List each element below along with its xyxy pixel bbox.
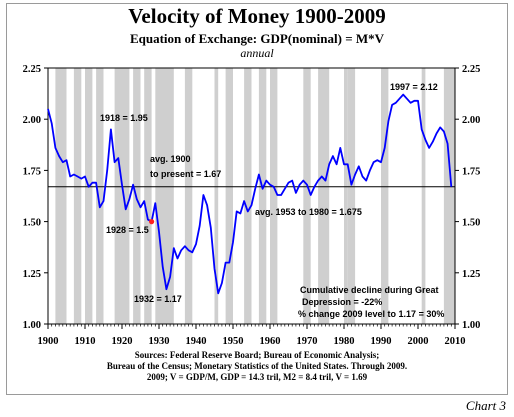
recession-band: [144, 68, 152, 324]
highlight-point-1928: [149, 219, 155, 225]
x-tick-label: 1950: [223, 336, 244, 347]
y-tick-label-left: 2.00: [23, 115, 41, 126]
chart-title: Velocity of Money 1900-2009: [128, 4, 386, 28]
chart-frequency-label: annual: [240, 46, 274, 60]
x-tick-label: 1990: [371, 336, 392, 347]
x-tick-label: 1900: [38, 336, 59, 347]
recession-band: [303, 68, 311, 324]
annotation-1918: 1918 = 1.95: [100, 113, 148, 123]
y-tick-label-left: 1.50: [23, 218, 41, 229]
y-tick-label-right: 1.25: [462, 269, 480, 280]
recession-band: [55, 68, 67, 324]
x-tick-label: 1960: [260, 336, 281, 347]
axis-ticks: 1900 1910 1920 1930 1940 1950 1960 1970 1980 1990…: [23, 64, 481, 347]
sources-note: Sources: Federal Reserve Board; Bureau o…: [0, 350, 514, 383]
recession-band: [114, 68, 122, 324]
sources-line-3: 2009; V = GDP/M, GDP = 14.3 tril, M2 = 8…: [146, 372, 368, 382]
y-tick-label-right: 2.25: [462, 64, 480, 75]
x-tick-label: 2000: [408, 336, 429, 347]
annotation-1932: 1932 = 1.17: [134, 294, 182, 304]
sources-line-2: Bureau of the Census; Monetary Statistic…: [106, 361, 408, 371]
recession-band: [225, 68, 233, 324]
x-tick-label: 1910: [75, 336, 96, 347]
x-tick-label: 1920: [112, 336, 133, 347]
recession-band: [347, 68, 356, 324]
annotation-avg-1953-1980: avg. 1953 to 1980 = 1.675: [255, 207, 362, 217]
recession-band: [270, 68, 278, 324]
velocity-series-line: [47, 93, 453, 295]
chart-number-label: Chart 3: [465, 398, 506, 413]
annotation-depression-line1: Cumulative decline during Great: [300, 285, 439, 295]
y-tick-label-left: 1.75: [23, 166, 41, 177]
annotation-2009-change: % change 2009 level to 1.17 = 30%: [298, 309, 444, 319]
recession-band: [73, 68, 82, 324]
recession-band: [155, 68, 174, 324]
y-tick-label-left: 1.00: [23, 320, 41, 331]
recession-band: [258, 68, 267, 324]
sources-line-1: Sources: Federal Reserve Board; Bureau o…: [134, 350, 380, 360]
chart-subtitle: Equation of Exchange: GDP(nominal) = M*V: [129, 31, 385, 46]
annotation-1997: 1997 = 2.12: [390, 82, 438, 92]
recession-band: [85, 68, 93, 324]
annotation-avg-1900-line1: avg. 1900: [150, 154, 191, 164]
y-tick-label-left: 2.25: [23, 64, 41, 75]
annotations: 1918 = 1.95 1997 = 2.12 avg. 1900 to pre…: [100, 82, 444, 319]
y-tick-label-right: 2.00: [462, 115, 480, 126]
recession-band: [184, 68, 193, 324]
recession-band: [214, 68, 219, 324]
y-tick-label-right: 1.00: [462, 320, 480, 331]
x-tick-label: 2010: [445, 336, 466, 347]
annotation-avg-1900-line2: to present = 1.67: [150, 169, 221, 179]
chart-frame: [6, 3, 508, 395]
x-tick-label: 1930: [149, 336, 170, 347]
recession-band: [421, 68, 426, 324]
recession-band: [96, 68, 104, 324]
y-tick-label-right: 1.75: [462, 166, 480, 177]
recession-band: [122, 68, 130, 324]
annotation-1928: 1928 = 1.5: [106, 225, 149, 235]
recession-band: [443, 68, 455, 324]
x-tick-label: 1940: [186, 336, 207, 347]
annotation-depression-line2: Depression = -22%: [302, 297, 382, 307]
recession-band: [381, 68, 389, 324]
y-tick-label-right: 1.50: [462, 218, 480, 229]
y-tick-label-left: 1.25: [23, 269, 41, 280]
x-tick-label: 1980: [334, 336, 355, 347]
recession-band: [244, 68, 252, 324]
recession-band: [344, 68, 348, 324]
recession-band: [318, 68, 330, 324]
x-tick-label: 1970: [297, 336, 318, 347]
